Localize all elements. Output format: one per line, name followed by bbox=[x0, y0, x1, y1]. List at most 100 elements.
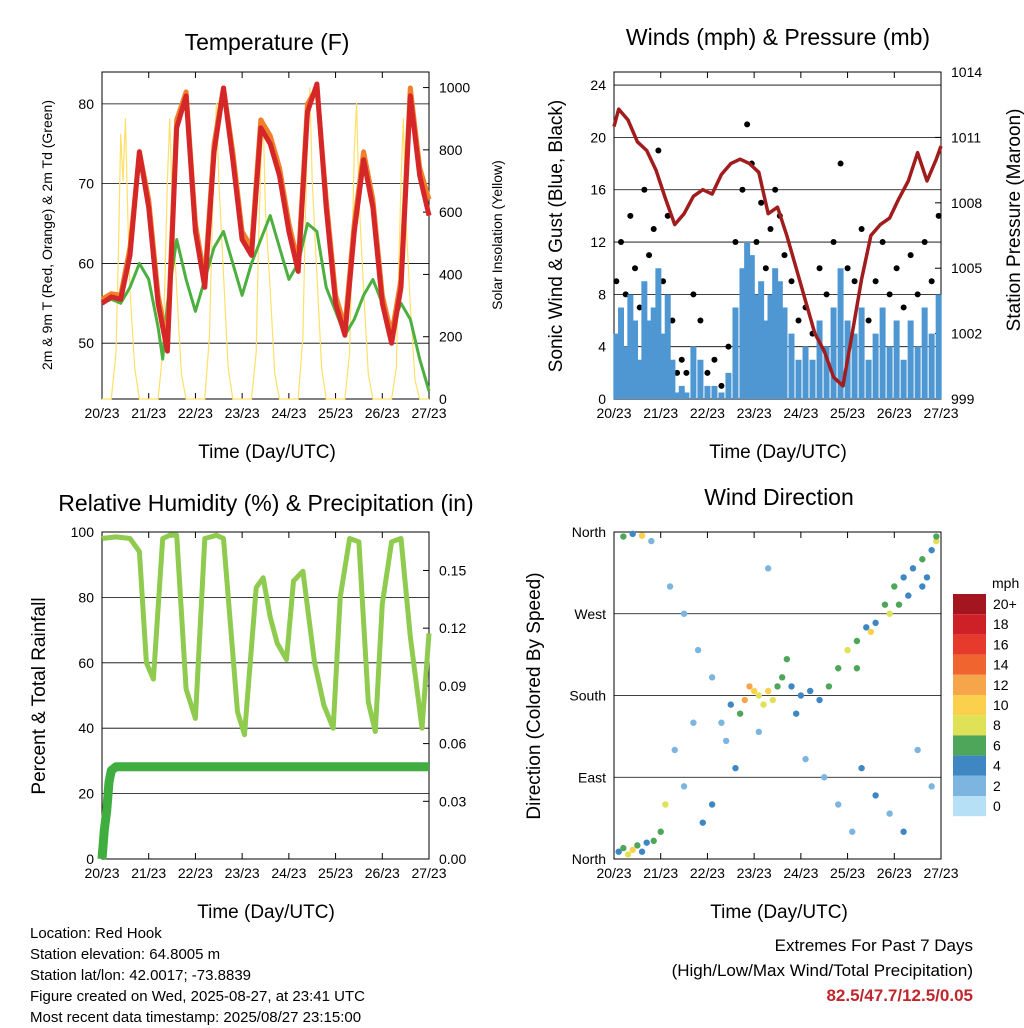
x-tick-label: 21/23 bbox=[131, 865, 166, 881]
gust-point bbox=[650, 225, 657, 232]
gust-point bbox=[632, 265, 639, 272]
direction-point bbox=[718, 719, 725, 726]
gust-point bbox=[660, 278, 667, 285]
precip-line bbox=[97, 762, 429, 860]
legend-label: 0 bbox=[993, 798, 1001, 814]
direction-point bbox=[638, 532, 646, 539]
direction-point bbox=[807, 687, 814, 695]
direction-point bbox=[727, 701, 734, 708]
y-tick-label-right: 0.15 bbox=[439, 562, 466, 578]
gust-point bbox=[921, 239, 928, 246]
direction-point bbox=[933, 537, 940, 545]
direction-point bbox=[900, 828, 907, 835]
gust-point bbox=[636, 304, 643, 311]
direction-point bbox=[783, 655, 791, 663]
gust-point bbox=[762, 265, 769, 272]
direction-point bbox=[821, 774, 828, 781]
gust-point bbox=[669, 317, 676, 324]
y-tick-label-right: 999 bbox=[951, 391, 975, 407]
y-tick-label-left: 50 bbox=[78, 335, 94, 351]
y-tick-label-left: 60 bbox=[78, 255, 94, 271]
legend-swatch bbox=[953, 674, 986, 695]
humidity-ylabel-left: Percent & Total Rainfall bbox=[29, 597, 50, 794]
x-tick-label: 25/23 bbox=[830, 405, 865, 421]
direction-point bbox=[699, 819, 706, 826]
legend-label: 18 bbox=[993, 616, 1009, 632]
direction-point bbox=[746, 683, 753, 690]
legend-swatch bbox=[953, 634, 986, 655]
direction-point bbox=[736, 710, 744, 717]
gust-point bbox=[830, 239, 837, 246]
direction-point bbox=[648, 537, 655, 545]
y-tick-label-right: 200 bbox=[439, 329, 463, 345]
direction-point bbox=[722, 737, 730, 745]
direction-point bbox=[732, 764, 739, 772]
x-tick-label: 25/23 bbox=[318, 405, 353, 421]
y-tick-label-right: 1000 bbox=[439, 80, 470, 96]
gust-point bbox=[886, 291, 893, 298]
x-tick-label: 23/23 bbox=[225, 865, 260, 881]
y-tick-label-left: 80 bbox=[78, 589, 94, 605]
direction-xlabel: Time (Day/UTC) bbox=[710, 902, 848, 923]
y-tick-label-left: 8 bbox=[598, 286, 606, 302]
y-tick-label-left: 40 bbox=[78, 720, 94, 736]
direction-point bbox=[816, 696, 823, 704]
gust-point bbox=[678, 356, 685, 363]
gust-point bbox=[683, 369, 690, 376]
x-tick-label: 26/23 bbox=[365, 865, 400, 881]
y-tick-label-left: 24 bbox=[590, 77, 606, 93]
y-tick-label-right: 0.12 bbox=[439, 620, 466, 636]
y-tick-label-left: 100 bbox=[71, 524, 95, 540]
temperature-title: Temperature (F) bbox=[185, 29, 350, 55]
direction-point bbox=[643, 839, 650, 846]
x-tick-label: 24/23 bbox=[271, 405, 306, 421]
direction-point bbox=[835, 665, 842, 672]
gust-point bbox=[711, 356, 718, 363]
gust-point bbox=[718, 382, 725, 389]
y-tick-label-left: 60 bbox=[78, 655, 94, 671]
x-tick-label: 27/23 bbox=[411, 865, 446, 881]
direction-point bbox=[886, 810, 893, 817]
direction-point bbox=[923, 574, 931, 581]
direction-point bbox=[849, 828, 856, 835]
latlon-text: Station lat/lon: 42.0017; -73.8839 bbox=[30, 967, 252, 984]
x-tick-label: 25/23 bbox=[318, 865, 353, 881]
gust-point bbox=[767, 225, 774, 232]
legend-swatch bbox=[953, 796, 986, 817]
direction-point bbox=[853, 665, 861, 672]
direction-point bbox=[788, 683, 795, 690]
gust-point bbox=[879, 239, 886, 246]
temperature-ylabel-right: Solar Insolation (Yellow) bbox=[489, 160, 505, 310]
direction-point bbox=[928, 783, 935, 790]
gust-point bbox=[739, 186, 746, 193]
direction-point bbox=[671, 746, 678, 754]
direction-point bbox=[662, 801, 669, 808]
direction-point bbox=[797, 692, 805, 699]
direction-point bbox=[933, 533, 940, 540]
location-text: Location: Red Hook bbox=[30, 925, 162, 942]
direction-point bbox=[755, 728, 763, 736]
x-tick-label: 27/23 bbox=[411, 405, 446, 421]
x-tick-label: 27/23 bbox=[923, 405, 958, 421]
y-tick-label-right: 0 bbox=[439, 391, 447, 407]
direction-tick-label: East bbox=[578, 769, 606, 785]
x-tick-label: 23/23 bbox=[225, 405, 260, 421]
direction-point bbox=[919, 583, 926, 590]
gust-point bbox=[744, 121, 751, 128]
x-tick-label: 21/23 bbox=[131, 405, 166, 421]
legend-swatch bbox=[953, 735, 986, 756]
x-tick-label: 26/23 bbox=[365, 405, 400, 421]
x-tick-label: 22/23 bbox=[690, 405, 725, 421]
direction-point bbox=[895, 601, 903, 608]
y-tick-label-left: 20 bbox=[78, 786, 94, 802]
gust-point bbox=[823, 291, 830, 298]
direction-ylabel: Direction (Colored By Speed) bbox=[524, 572, 545, 819]
direction-point bbox=[657, 828, 664, 835]
direction-point bbox=[629, 530, 636, 538]
gust-point bbox=[851, 278, 858, 285]
y-tick-label-right: 1011 bbox=[951, 129, 981, 145]
legend-swatch bbox=[953, 695, 986, 716]
direction-point bbox=[755, 692, 763, 699]
direction-point bbox=[760, 701, 767, 708]
elevation-text: Station elevation: 64.8005 m bbox=[30, 946, 221, 963]
